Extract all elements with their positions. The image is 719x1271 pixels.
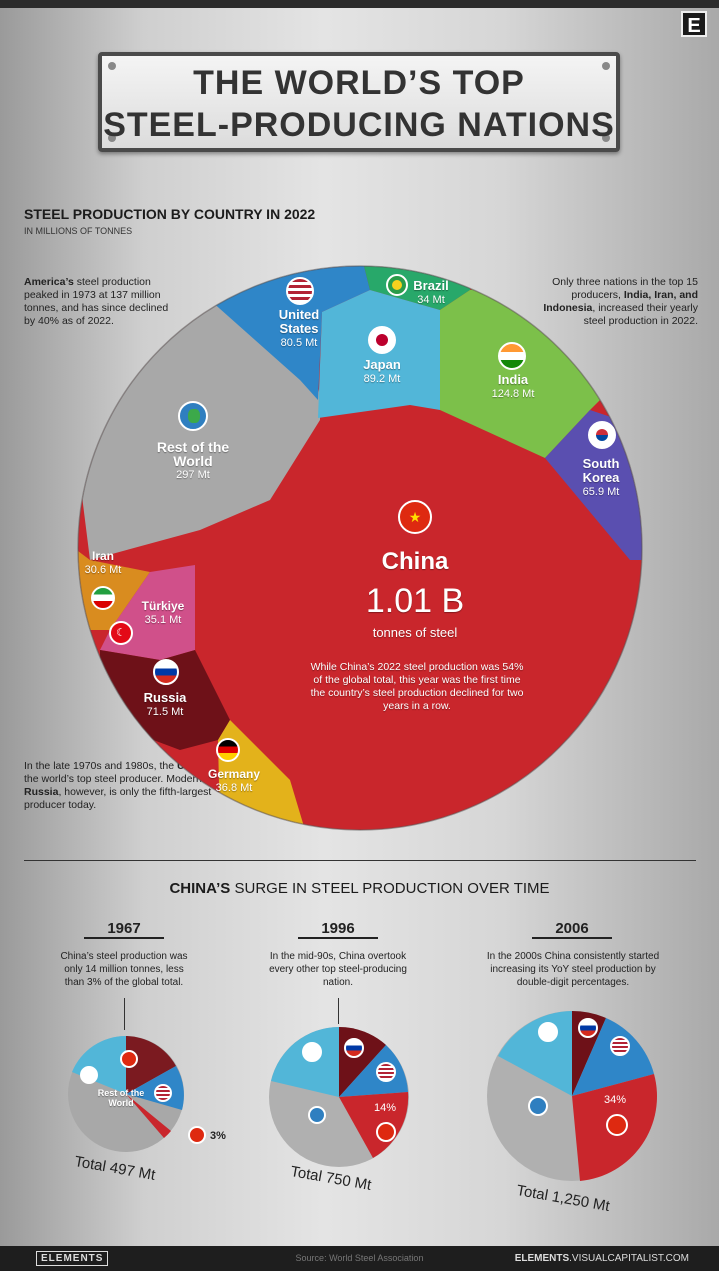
label-germany: Germany 36.8 Mt <box>207 767 261 794</box>
note-america: America’s steel production peaked in 197… <box>24 276 169 327</box>
russia-flag-icon <box>344 1038 364 1058</box>
screw-icon <box>108 134 116 142</box>
title-line-1: THE WORLD’S TOP <box>193 64 525 102</box>
footer-brand: ELEMENTS <box>36 1251 109 1266</box>
china-flag-icon <box>188 1126 206 1144</box>
brand-logo: E <box>681 11 707 37</box>
main-chart-subheading: IN MILLIONS OF TONNES <box>24 226 133 236</box>
screw-icon <box>602 134 610 142</box>
pie-2006 <box>487 1010 657 1181</box>
note-1996: In the mid-90s, China overtook every oth… <box>269 951 407 988</box>
label-china-value: 1.01 B <box>365 582 465 620</box>
brazil-flag-icon <box>386 274 408 296</box>
iran-flag-icon <box>91 586 115 610</box>
russia-flag-icon <box>153 659 179 685</box>
japan-flag-icon <box>538 1022 558 1042</box>
year-2006: 2006 <box>532 920 612 939</box>
globe-icon <box>528 1096 548 1116</box>
pct-1967: 3% <box>210 1130 226 1142</box>
label-turkiye: Türkiye 35.1 Mt <box>141 599 185 626</box>
china-flag-icon <box>120 1050 138 1068</box>
germany-flag-icon <box>216 738 240 762</box>
label-india: India 124.8 Mt <box>491 372 535 401</box>
timeline-heading: CHINA’S SURGE IN STEEL PRODUCTION OVER T… <box>169 880 550 897</box>
pie-1996 <box>269 1026 409 1167</box>
top-bar <box>0 0 719 8</box>
japan-flag-icon <box>368 326 396 354</box>
label-south-korea: South Korea 65.9 Mt <box>582 456 620 499</box>
label-united-states: United States 80.5 Mt <box>278 307 320 350</box>
label-russia: Russia 71.5 Mt <box>143 690 187 719</box>
footer-site[interactable]: ELEMENTS.VISUALCAPITALIST.COM <box>514 1253 689 1264</box>
label-brazil: Brazil 34 Mt <box>413 278 449 307</box>
label-japan: Japan 89.2 Mt <box>363 357 401 386</box>
connector-1996 <box>338 998 339 1024</box>
us-flag-icon <box>154 1084 172 1102</box>
russia-flag-icon <box>578 1018 598 1038</box>
us-flag-icon <box>610 1036 630 1056</box>
footer: ELEMENTS Source: World Steel Association… <box>0 1246 719 1271</box>
year-1967: 1967 <box>84 920 164 939</box>
label-iran: Iran 30.6 Mt <box>84 549 122 576</box>
china-flag-icon <box>376 1122 396 1142</box>
pct-1996: 14% <box>374 1102 397 1114</box>
divider <box>24 860 696 861</box>
label-rest-of-world: Rest of the World 297 Mt <box>156 439 230 481</box>
globe-icon <box>178 401 208 431</box>
title-plate: THE WORLD’S TOP STEEL-PRODUCING NATIONS <box>98 52 620 152</box>
india-flag-icon <box>498 342 526 370</box>
us-flag-icon <box>286 277 314 305</box>
label-row-1967: Rest of the World <box>97 1088 145 1108</box>
footer-source: Source: World Steel Association <box>295 1253 424 1263</box>
connector-1967 <box>124 998 125 1030</box>
title-line-2: STEEL-PRODUCING NATIONS <box>103 106 615 144</box>
turkiye-flag-icon: ☾ <box>109 621 133 645</box>
pct-2006: 34% <box>604 1094 627 1106</box>
note-2006: In the 2000s China consistently started … <box>486 951 660 988</box>
china-flag-icon: ★ <box>398 500 432 534</box>
globe-icon <box>308 1106 326 1124</box>
main-chart-heading: STEEL PRODUCTION BY COUNTRY IN 2022 <box>24 206 316 222</box>
note-1967: China’s steel production was only 14 mil… <box>60 951 188 988</box>
china-flag-icon <box>606 1114 628 1136</box>
screw-icon <box>602 62 610 70</box>
japan-flag-icon <box>302 1042 322 1062</box>
label-china-unit: tonnes of steel <box>372 625 458 640</box>
label-china-desc: While China’s 2022 steel production was … <box>310 661 524 712</box>
south-korea-flag-icon <box>588 421 616 449</box>
us-flag-icon <box>376 1062 396 1082</box>
year-1996: 1996 <box>298 920 378 939</box>
cell-japan <box>318 290 440 418</box>
screw-icon <box>108 62 116 70</box>
label-china-name: China <box>381 548 449 575</box>
note-growth: Only three nations in the top 15 produce… <box>543 276 698 327</box>
japan-flag-icon <box>80 1066 98 1084</box>
